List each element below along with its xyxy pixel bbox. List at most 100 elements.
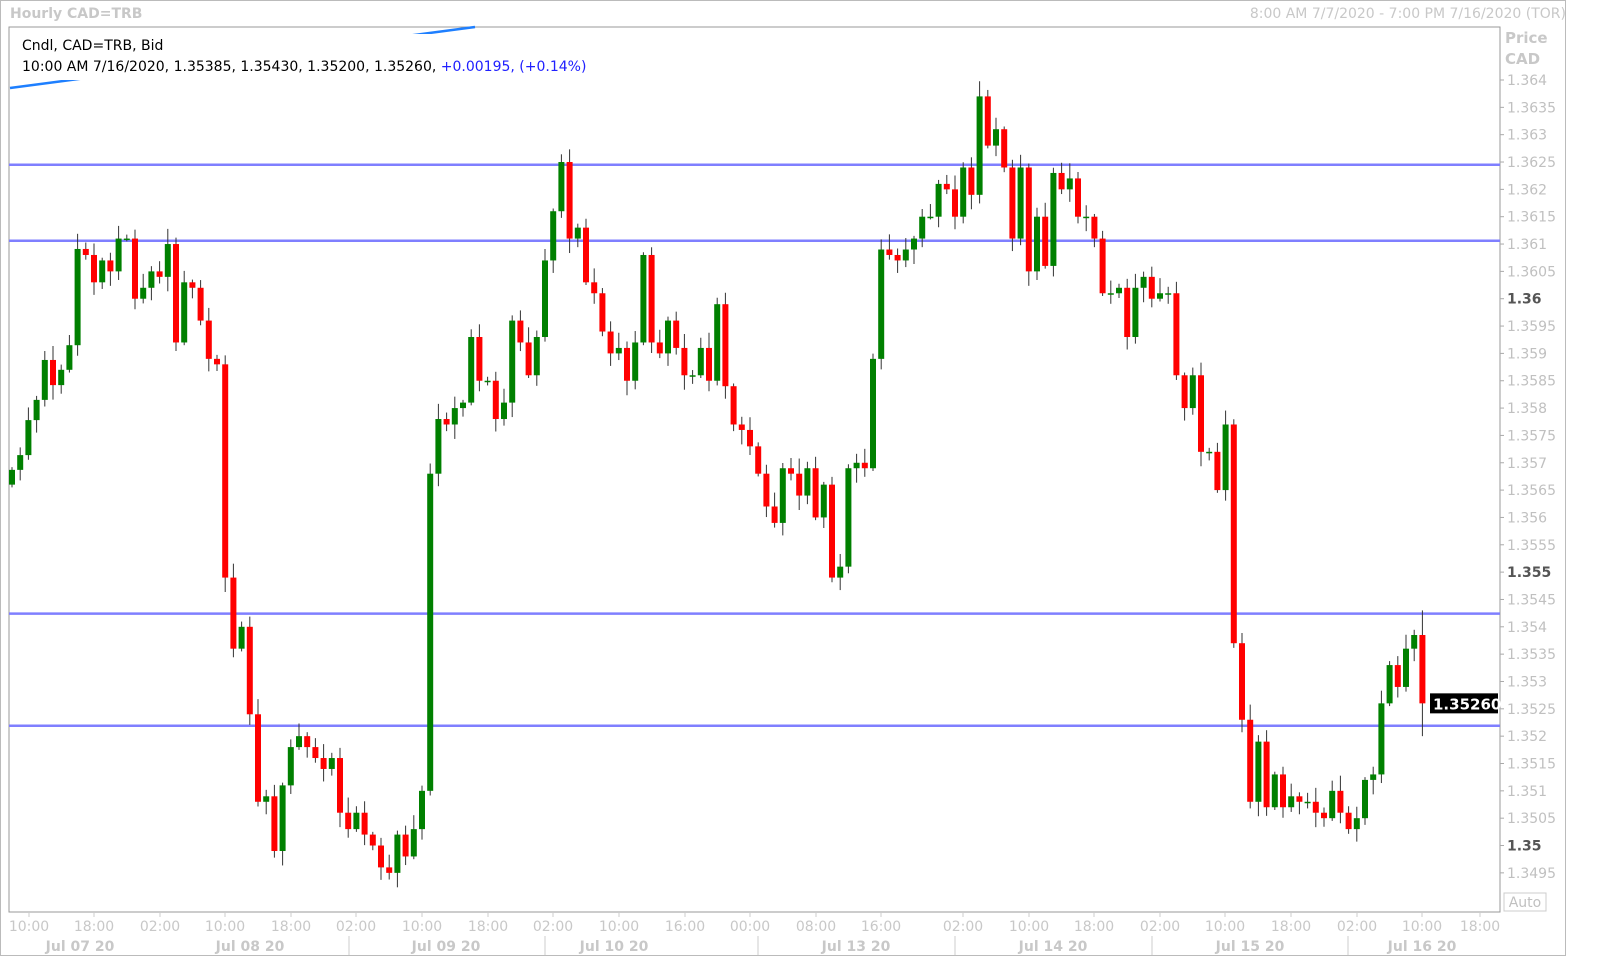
y-tick-label: 1.3505 <box>1507 811 1556 827</box>
candle-body <box>189 282 196 288</box>
candle-body <box>1034 216 1040 272</box>
candle-body <box>1239 643 1245 720</box>
chart-title: Hourly CAD=TRB <box>10 6 143 22</box>
x-tick-label: 16:00 <box>861 919 901 935</box>
y-tick-label: 1.354 <box>1507 620 1547 636</box>
date-label: Jul 07 20 <box>45 939 115 955</box>
date-label: Jul 09 20 <box>411 939 481 955</box>
y-tick-label: 1.36 <box>1507 292 1542 308</box>
candle-body <box>337 758 343 813</box>
last-price-box <box>1430 693 1498 714</box>
candle-body <box>1403 648 1409 687</box>
candle-body <box>123 238 130 241</box>
y-tick-label: 1.357 <box>1507 456 1547 472</box>
candle-body <box>1132 287 1139 337</box>
candle-body <box>1222 424 1229 491</box>
candle-body <box>74 248 81 346</box>
candle-body <box>156 271 163 277</box>
candle-body <box>591 282 598 294</box>
candle-body <box>328 758 335 769</box>
candle-body <box>976 96 983 195</box>
candle-body <box>1107 293 1114 295</box>
candle-body <box>1017 167 1024 239</box>
candle-body <box>66 345 73 370</box>
candle-body <box>148 271 155 288</box>
candle-body <box>1042 216 1049 266</box>
candle-body <box>1091 216 1098 239</box>
candle-body <box>993 129 999 146</box>
candle-body <box>9 469 15 485</box>
candle-body <box>205 320 212 359</box>
candle-body <box>525 342 532 376</box>
candle-body <box>296 736 302 748</box>
candle-body <box>1083 216 1090 219</box>
candle-body <box>1411 635 1418 649</box>
auto-scale-button[interactable] <box>1503 892 1547 912</box>
y-tick-label: 1.3575 <box>1507 428 1556 444</box>
date-label: Jul 13 20 <box>821 939 891 955</box>
candle-body <box>738 424 745 430</box>
auto-scale-label[interactable]: Auto <box>1509 895 1542 911</box>
candle-body <box>624 347 630 381</box>
y-tick-label: 1.3535 <box>1507 647 1556 663</box>
candle-body <box>837 566 844 578</box>
candle-body <box>1296 796 1303 802</box>
x-tick-label: 18:00 <box>1460 919 1500 935</box>
candle-body <box>173 244 179 343</box>
candle-body <box>632 342 639 381</box>
y-tick-label: 1.361 <box>1507 237 1547 253</box>
candle-body <box>607 331 614 354</box>
candle-body <box>451 408 458 425</box>
candle-body <box>1099 238 1106 294</box>
legend: Cndl, CAD=TRB, Bid 10:00 AM 7/16/2020, 1… <box>14 34 595 80</box>
legend-ohlc: 10:00 AM 7/16/2020, 1.35385, 1.35430, 1.… <box>22 59 437 75</box>
last-price-label: 1.35260 <box>1433 695 1501 713</box>
x-tick-label: 18:00 <box>1271 919 1311 935</box>
candle-body <box>681 347 688 376</box>
candle-body <box>689 375 696 377</box>
candle-body <box>533 336 540 376</box>
x-tick-label: 10:00 <box>1402 919 1442 935</box>
candle-body <box>911 238 917 250</box>
x-tick-label: 10:00 <box>1205 919 1245 935</box>
candle-body <box>99 260 106 283</box>
x-tick-label: 02:00 <box>533 919 573 935</box>
candle-body <box>312 747 319 759</box>
candle-body <box>222 364 229 578</box>
y-tick-label: 1.358 <box>1507 401 1547 417</box>
candle-body <box>755 446 762 474</box>
candle-body <box>501 402 507 420</box>
candle-body <box>1148 276 1155 299</box>
candle-body <box>378 845 384 868</box>
candle-body <box>386 867 393 873</box>
candle-body <box>132 238 138 299</box>
candle-body <box>714 304 721 381</box>
candle-body <box>722 304 729 387</box>
candle-body <box>984 96 991 146</box>
candle-body <box>968 167 975 195</box>
candle-body <box>1321 812 1327 819</box>
candle-body <box>1116 287 1122 294</box>
candle-body <box>747 429 753 447</box>
candle-body <box>427 473 434 791</box>
candle-body <box>435 419 442 474</box>
y-tick-label: 1.3595 <box>1507 319 1556 335</box>
candle-body <box>279 785 286 851</box>
candle-body <box>894 254 901 261</box>
candle-body <box>271 796 278 851</box>
x-tick-label: 18:00 <box>468 919 508 935</box>
candle-body <box>935 183 942 217</box>
y-tick-label: 1.3555 <box>1507 538 1556 554</box>
candle-body <box>927 216 934 219</box>
candle-body <box>1271 774 1278 808</box>
candle-body <box>1263 741 1270 808</box>
candle-body <box>181 282 188 343</box>
candle-body <box>812 468 819 518</box>
candle-body <box>697 347 704 376</box>
candle-body <box>1288 796 1295 808</box>
candle-body <box>1345 812 1352 830</box>
y-tick-label: 1.359 <box>1507 346 1547 362</box>
date-label: Jul 10 20 <box>579 939 649 955</box>
